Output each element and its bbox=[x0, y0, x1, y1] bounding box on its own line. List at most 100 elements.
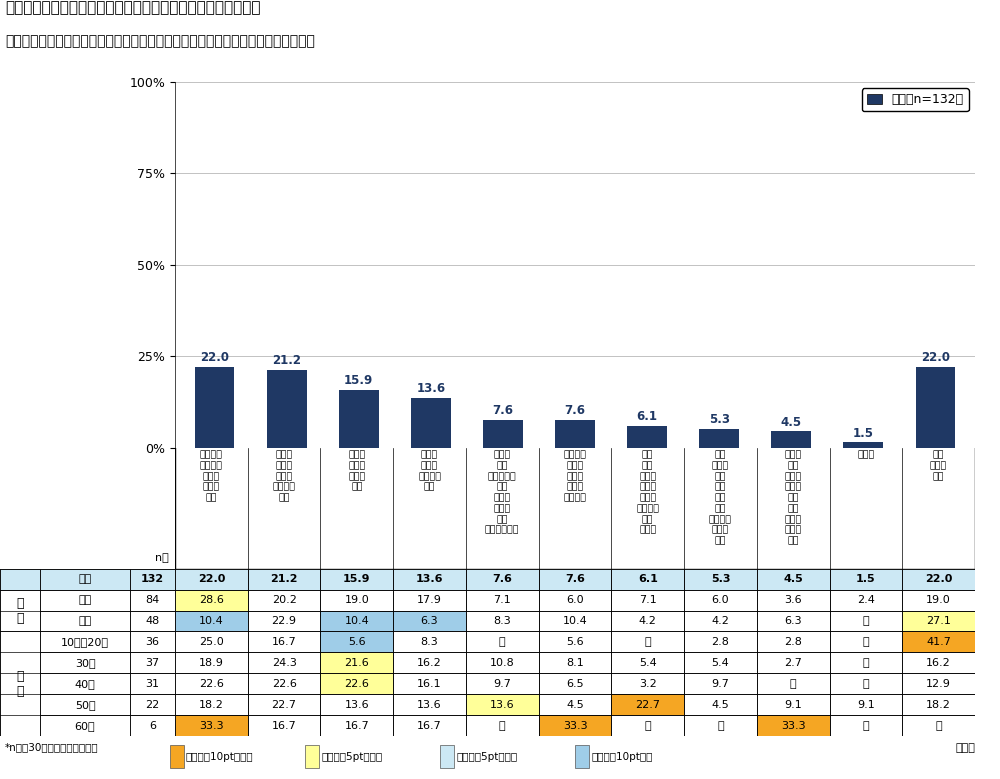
Bar bbox=[539, 694, 611, 715]
Text: －: － bbox=[863, 721, 869, 731]
Text: 4.5: 4.5 bbox=[712, 700, 729, 710]
Bar bbox=[175, 673, 248, 694]
Text: 9.7: 9.7 bbox=[712, 679, 729, 689]
Bar bbox=[539, 590, 611, 611]
Bar bbox=[339, 390, 379, 448]
Text: 女性: 女性 bbox=[78, 616, 92, 626]
Bar bbox=[40, 632, 130, 653]
Text: 22.0: 22.0 bbox=[925, 574, 952, 584]
Text: 22: 22 bbox=[145, 700, 160, 710]
Bar bbox=[466, 653, 539, 673]
Text: －: － bbox=[863, 616, 869, 626]
Bar bbox=[902, 673, 975, 694]
Text: 9.1: 9.1 bbox=[784, 700, 802, 710]
Bar bbox=[611, 694, 684, 715]
Bar bbox=[175, 715, 248, 736]
Bar bbox=[902, 590, 975, 611]
Bar bbox=[757, 611, 830, 632]
Bar bbox=[830, 694, 902, 715]
FancyBboxPatch shape bbox=[440, 745, 454, 768]
Text: 4.5: 4.5 bbox=[781, 415, 802, 428]
Bar bbox=[539, 715, 611, 736]
Bar bbox=[771, 432, 811, 448]
Bar bbox=[684, 694, 757, 715]
Text: 13.6: 13.6 bbox=[416, 382, 445, 395]
Bar bbox=[539, 632, 611, 653]
Text: 13.6: 13.6 bbox=[417, 700, 442, 710]
Text: 15.9: 15.9 bbox=[344, 374, 373, 387]
Text: －: － bbox=[863, 637, 869, 647]
Text: 個人
では
なく、
企業や
政府が
取り組む
べき
だから: 個人 では なく、 企業や 政府が 取り組む べき だから bbox=[636, 450, 659, 534]
Text: 1.5: 1.5 bbox=[856, 574, 876, 584]
Bar bbox=[248, 694, 320, 715]
Text: 16.7: 16.7 bbox=[272, 721, 296, 731]
Text: 15.9: 15.9 bbox=[343, 574, 371, 584]
Bar bbox=[916, 368, 955, 448]
Text: 男性: 男性 bbox=[78, 595, 92, 605]
Bar bbox=[830, 715, 902, 736]
Text: 16.2: 16.2 bbox=[926, 658, 951, 668]
Bar bbox=[393, 569, 466, 590]
Bar bbox=[830, 632, 902, 653]
Text: 8.3: 8.3 bbox=[493, 616, 511, 626]
Bar bbox=[611, 632, 684, 653]
Text: －: － bbox=[790, 679, 796, 689]
Bar bbox=[40, 569, 130, 590]
Text: 取り組
みの効
果がわ
からない
から: 取り組 みの効 果がわ からない から bbox=[273, 450, 296, 502]
Bar bbox=[539, 569, 611, 590]
Bar bbox=[902, 653, 975, 673]
Bar bbox=[483, 420, 523, 448]
Bar bbox=[902, 694, 975, 715]
Bar bbox=[175, 611, 248, 632]
Text: 25.0: 25.0 bbox=[199, 637, 224, 647]
Text: 全体: 全体 bbox=[78, 574, 92, 584]
Bar bbox=[830, 569, 902, 590]
Bar bbox=[248, 611, 320, 632]
Text: 13.6: 13.6 bbox=[416, 574, 443, 584]
Text: 4.2: 4.2 bbox=[639, 616, 657, 626]
Text: 48: 48 bbox=[145, 616, 160, 626]
Text: 10代・20代: 10代・20代 bbox=[61, 637, 109, 647]
Text: 年
代: 年 代 bbox=[16, 670, 24, 698]
Bar bbox=[757, 653, 830, 673]
Text: －: － bbox=[935, 721, 942, 731]
Text: 取り組む
メリット
が自分
にない
から: 取り組む メリット が自分 にない から bbox=[200, 450, 223, 502]
Text: 5.6: 5.6 bbox=[566, 637, 584, 647]
Text: 16.7: 16.7 bbox=[344, 721, 369, 731]
Text: 40代: 40代 bbox=[75, 679, 95, 689]
Text: n数: n数 bbox=[154, 552, 168, 562]
Text: 18.2: 18.2 bbox=[199, 700, 224, 710]
Bar bbox=[248, 653, 320, 673]
Bar bbox=[699, 428, 739, 448]
Text: 19.0: 19.0 bbox=[926, 595, 951, 605]
Bar bbox=[130, 653, 175, 673]
Text: 21.2: 21.2 bbox=[270, 574, 298, 584]
Text: 4.5: 4.5 bbox=[566, 700, 584, 710]
Text: 22.0: 22.0 bbox=[200, 351, 229, 365]
Text: 5.6: 5.6 bbox=[348, 637, 366, 647]
Bar bbox=[175, 653, 248, 673]
Bar bbox=[539, 653, 611, 673]
Bar bbox=[902, 715, 975, 736]
Bar bbox=[684, 590, 757, 611]
Text: 22.6: 22.6 bbox=[272, 679, 297, 689]
Text: 19.0: 19.0 bbox=[344, 595, 369, 605]
Bar bbox=[175, 569, 248, 590]
Text: 3.2: 3.2 bbox=[639, 679, 657, 689]
Text: 27.1: 27.1 bbox=[926, 616, 951, 626]
Bar bbox=[175, 694, 248, 715]
Bar bbox=[320, 632, 393, 653]
Bar bbox=[40, 673, 130, 694]
Bar bbox=[757, 632, 830, 653]
Text: 家族や
友人
など、
周りの
人が
取り
組んで
いない
から: 家族や 友人 など、 周りの 人が 取り 組んで いない から bbox=[785, 450, 802, 545]
Text: 7.6: 7.6 bbox=[564, 404, 586, 418]
Text: 特に
理由は
ない: 特に 理由は ない bbox=[930, 450, 947, 481]
Bar bbox=[393, 694, 466, 715]
Text: 対象：日常生活や職場の中で、温室効果ガスを削減する取り組みを行いたくない人: 対象：日常生活や職場の中で、温室効果ガスを削減する取り組みを行いたくない人 bbox=[5, 34, 315, 48]
Bar bbox=[393, 632, 466, 653]
Text: 18.2: 18.2 bbox=[926, 700, 951, 710]
Text: 22.7: 22.7 bbox=[635, 700, 660, 710]
Bar bbox=[0, 590, 40, 632]
Bar bbox=[130, 569, 175, 590]
Text: 7.1: 7.1 bbox=[493, 595, 511, 605]
